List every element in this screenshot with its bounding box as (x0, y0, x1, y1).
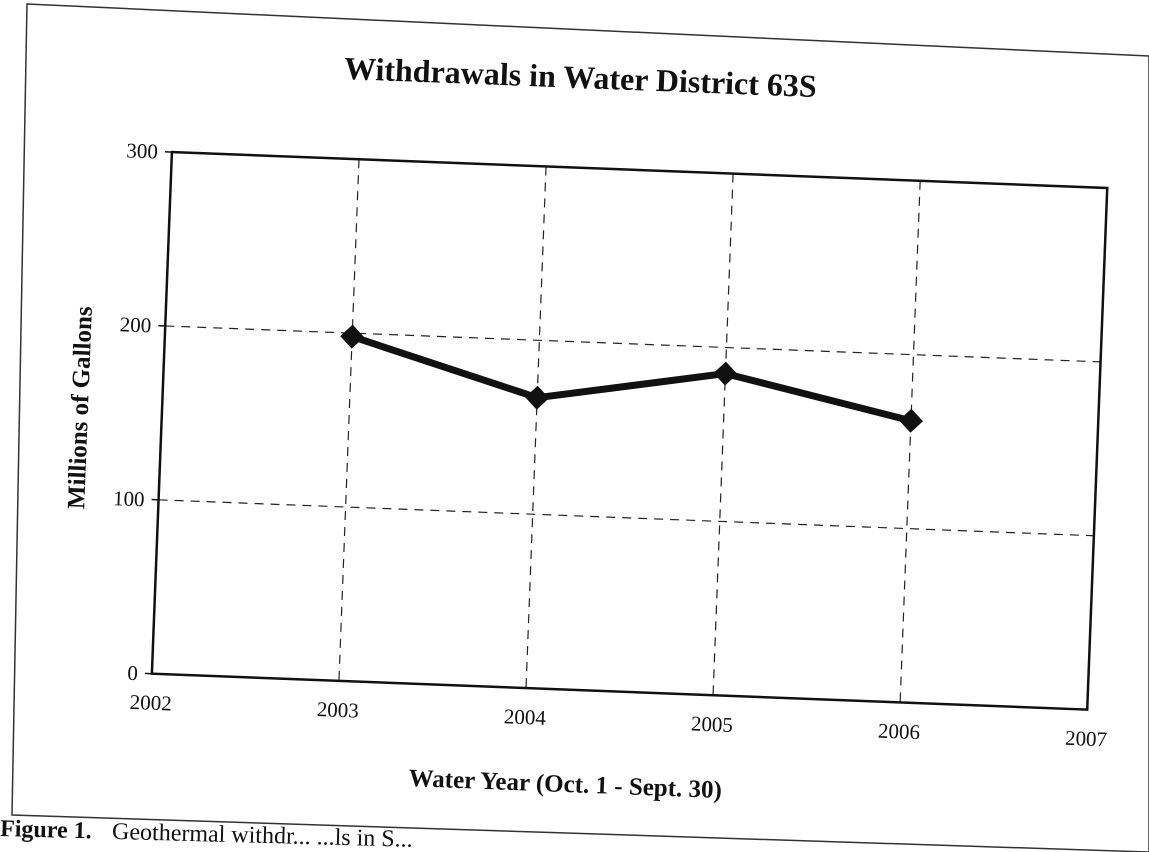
y-axis-tick-labels: 0 100 200 300 (113, 138, 172, 685)
x-tick-label: 2007 (1065, 726, 1108, 752)
x-axis-tick-labels: 2002 2003 2004 2005 2006 2007 (129, 690, 1107, 752)
caption-label: Figure 1. (0, 816, 92, 844)
x-gridline (899, 180, 921, 703)
figure-caption: Figure 1. Geothermal withdr... ...ls in … (0, 816, 413, 852)
y-tick-label: 200 (119, 312, 151, 337)
series-line (348, 333, 915, 425)
x-tick-label: 2006 (878, 719, 921, 745)
x-gridline (525, 166, 547, 689)
x-tick-label: 2002 (129, 690, 172, 716)
y-gridline (158, 499, 1094, 537)
x-tick-label: 2004 (503, 704, 546, 730)
y-tick-label: 300 (126, 138, 158, 163)
y-tick-label: 100 (113, 486, 145, 511)
y-gridline (165, 325, 1101, 363)
x-axis-label: Water Year (Oct. 1 - Sept. 30) (408, 765, 722, 804)
data-point-marker-2006 (898, 408, 923, 433)
y-axis-label: Millions of Gallons (63, 306, 98, 510)
y-tick-label: 0 (127, 661, 138, 685)
x-tick-label: 2005 (691, 711, 734, 737)
data-point-marker-2004 (525, 385, 550, 410)
x-gridline (338, 159, 360, 681)
x-tick-label: 2003 (316, 697, 359, 723)
x-gridline (712, 173, 734, 696)
data-series (340, 324, 923, 433)
caption-text: Geothermal withdr... ...ls in S... (112, 819, 413, 852)
data-point-marker-2005 (713, 361, 738, 386)
plot-area-group: 0 100 200 300 2002 2003 2004 2005 2006 2007 (113, 138, 1109, 752)
chart-title: Withdrawals in Water District 63S (343, 50, 817, 104)
gridlines (158, 159, 1101, 703)
plot-frame (150, 150, 1109, 711)
figure-frame (11, 3, 1149, 852)
data-point-marker-2003 (340, 324, 365, 349)
